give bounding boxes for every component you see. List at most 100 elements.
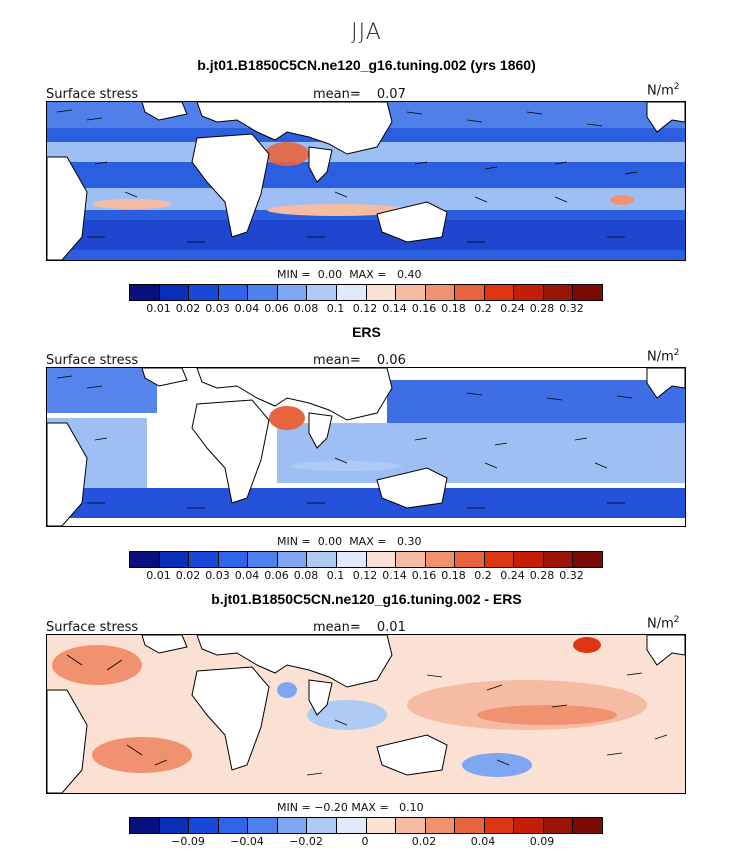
colorbar-tick-label: 0.32 <box>559 569 584 582</box>
colorbar-tick-label: 0.28 <box>529 302 555 315</box>
panel-2-units: N/m2 <box>647 348 680 364</box>
colorbar-cell <box>573 285 602 300</box>
colorbar-cell <box>484 285 515 300</box>
colorbar-cell <box>425 285 456 300</box>
panel-1-min-value: 0.00 <box>317 268 343 281</box>
colorbar-cell <box>366 818 397 833</box>
colorbar-tick-label: 0.04 <box>234 569 260 582</box>
landmass-africa <box>191 399 270 504</box>
landmass-greenland-europe <box>141 368 188 387</box>
panel-1-mean: mean= 0.07 <box>313 87 406 102</box>
panel-1-colorbar-ticks: 0.01 0.02 0.03 0.04 0.06 0.08 0.1 0.12 0.14 0.16 0… <box>129 302 601 316</box>
landmass-south-america <box>47 422 88 526</box>
colorbar-cell <box>277 552 308 567</box>
colorbar-cell <box>455 552 485 567</box>
landmass-eurasia <box>196 635 393 688</box>
panel-2-mean-label: mean= <box>313 353 361 368</box>
panel-2-mean-value: 0.06 <box>376 353 406 368</box>
diff-hotspot <box>573 637 601 653</box>
colorbar-tick-label: 0.2 <box>474 569 492 582</box>
panel-1-min-label: MIN = <box>277 268 311 281</box>
colorbar-tick-label: 0.01 <box>146 569 171 582</box>
colorbar-tick-label: 0.02 <box>411 835 437 848</box>
panel-1-colorbar <box>129 284 603 301</box>
wind-vectors <box>56 375 633 509</box>
landmass-south-america <box>47 689 88 793</box>
colorbar-cell <box>573 818 602 833</box>
colorbar-cell <box>248 818 278 833</box>
colorbar-cell <box>425 818 456 833</box>
landmass-africa <box>191 666 270 771</box>
colorbar-tick-label: 0.2 <box>474 302 492 315</box>
colorbar-cell <box>366 285 397 300</box>
colorbar-tick-label: 0.18 <box>441 302 466 315</box>
colorbar-tick-label: 0.32 <box>559 302 584 315</box>
panel-2-minmax: MIN = 0.00 MAX = 0.30 <box>277 535 421 548</box>
continents <box>47 635 685 793</box>
colorbar-cell <box>336 552 367 567</box>
colorbar-tick-label: 0.16 <box>411 569 437 582</box>
colorbar-tick-label: 0.08 <box>293 302 319 315</box>
colorbar-tick-label: −0.09 <box>171 835 205 848</box>
panel-3-max-value: 0.10 <box>399 801 424 814</box>
panel-1-minmax: MIN = 0.00 MAX = 0.40 <box>277 268 421 281</box>
colorbar-tick-label: 0.18 <box>441 569 466 582</box>
trade-winds-indian <box>267 204 407 216</box>
panel-3-title: b.jt01.B1850C5CN.ne120_g16.tuning.002 - … <box>211 591 522 607</box>
band-southern-ocean <box>47 220 685 250</box>
landmass-eurasia <box>196 368 393 421</box>
colorbar-cell <box>543 818 574 833</box>
colorbar-tick-label: 0.24 <box>500 569 525 582</box>
colorbar-cell <box>484 552 515 567</box>
colorbar-cell <box>514 285 544 300</box>
colorbar-tick-label: 0.04 <box>234 302 260 315</box>
field-north-pacific <box>387 380 685 428</box>
colorbar-cell <box>396 285 426 300</box>
jet-arabian-sea <box>269 406 305 430</box>
colorbar-tick-label: 0.08 <box>293 569 319 582</box>
landmass-greenland-europe <box>141 102 188 121</box>
panel-3-mean: mean= 0.01 <box>313 620 406 635</box>
panel-2-map <box>46 367 686 527</box>
panel-1-units-base: N/m <box>647 83 674 99</box>
panel-1-units: N/m2 <box>647 82 680 98</box>
landmass-india <box>308 146 333 183</box>
season-title: JJA <box>351 20 382 45</box>
panel-3-field-label: Surface stress <box>46 620 139 635</box>
colorbar-cell <box>514 552 544 567</box>
panel-2-min-value: 0.00 <box>317 535 343 548</box>
panel-3-min-label: MIN = <box>277 801 311 814</box>
continents <box>47 102 685 260</box>
panel-3-max-label: MAX = <box>351 801 389 814</box>
field-southern-ocean <box>47 488 685 518</box>
colorbar-tick-label: 0.14 <box>382 302 407 315</box>
colorbar-tick-label: 0.06 <box>264 302 289 315</box>
colorbar-cell <box>130 552 160 567</box>
colorbar-cell <box>366 552 397 567</box>
panel-1-max-label: MAX = <box>349 268 387 281</box>
field-tropical-indo-pacific <box>277 423 685 483</box>
colorbar-cell <box>573 552 602 567</box>
panel-1-mean-label: mean= <box>313 87 361 102</box>
panel-1-max-value: 0.40 <box>396 268 422 281</box>
panel-3-map <box>46 634 686 794</box>
panel-3-minmax: MIN = −0.20 MAX = 0.10 <box>277 801 424 814</box>
colorbar-cell <box>130 285 160 300</box>
colorbar-tick-label: 0.09 <box>529 835 555 848</box>
colorbar-cell <box>396 552 426 567</box>
colorbar-cell <box>248 285 278 300</box>
landmass-north-america <box>646 635 685 666</box>
landmass-africa <box>191 133 270 238</box>
colorbar-tick-label: 0.01 <box>146 302 171 315</box>
panel-3-colorbar <box>129 817 603 834</box>
panel-2-colorbar <box>129 551 603 568</box>
colorbar-cell <box>307 552 337 567</box>
panel-2-mean: mean= 0.06 <box>313 353 406 368</box>
field-north-atlantic <box>47 368 157 413</box>
colorbar-cell <box>218 285 249 300</box>
landmass-australia <box>376 467 448 509</box>
diff-north-atlantic <box>52 645 142 685</box>
colorbar-cell <box>189 285 219 300</box>
landmass-greenland-europe <box>141 635 188 654</box>
panel-2-max-value: 0.30 <box>396 535 422 548</box>
